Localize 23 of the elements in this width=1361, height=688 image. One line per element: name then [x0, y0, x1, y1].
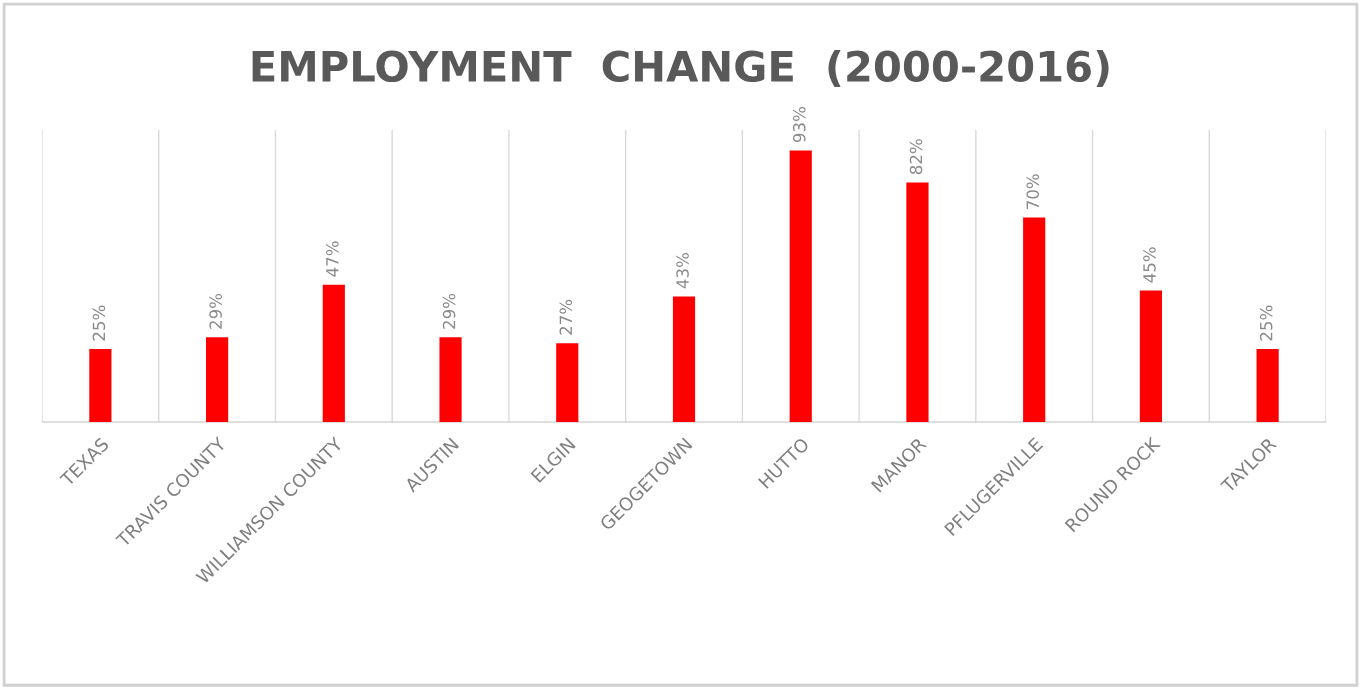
- chart-title: EMPLOYMENT CHANGE (2000-2016): [252, 49, 1109, 87]
- bar: [906, 182, 929, 422]
- bar: [439, 337, 462, 422]
- bar: [1139, 290, 1162, 422]
- data-label: 25%: [92, 305, 106, 341]
- bar: [1023, 217, 1046, 422]
- bar: [89, 349, 112, 422]
- data-label: 47%: [326, 241, 339, 277]
- data-label: 82%: [909, 139, 923, 175]
- bar: [1256, 349, 1279, 422]
- data-label: 29%: [209, 293, 222, 329]
- bar: [322, 284, 345, 422]
- data-label: 43%: [676, 253, 689, 289]
- bar: [206, 337, 229, 422]
- data-label: 70%: [1026, 174, 1040, 209]
- bar: [672, 296, 696, 422]
- data-label: 29%: [442, 293, 456, 329]
- data-label: 93%: [792, 107, 806, 143]
- bar: [556, 343, 579, 422]
- data-label: 45%: [1143, 247, 1156, 283]
- bar: [789, 150, 812, 422]
- data-label: 25%: [1259, 305, 1273, 341]
- data-label: 27%: [559, 299, 573, 335]
